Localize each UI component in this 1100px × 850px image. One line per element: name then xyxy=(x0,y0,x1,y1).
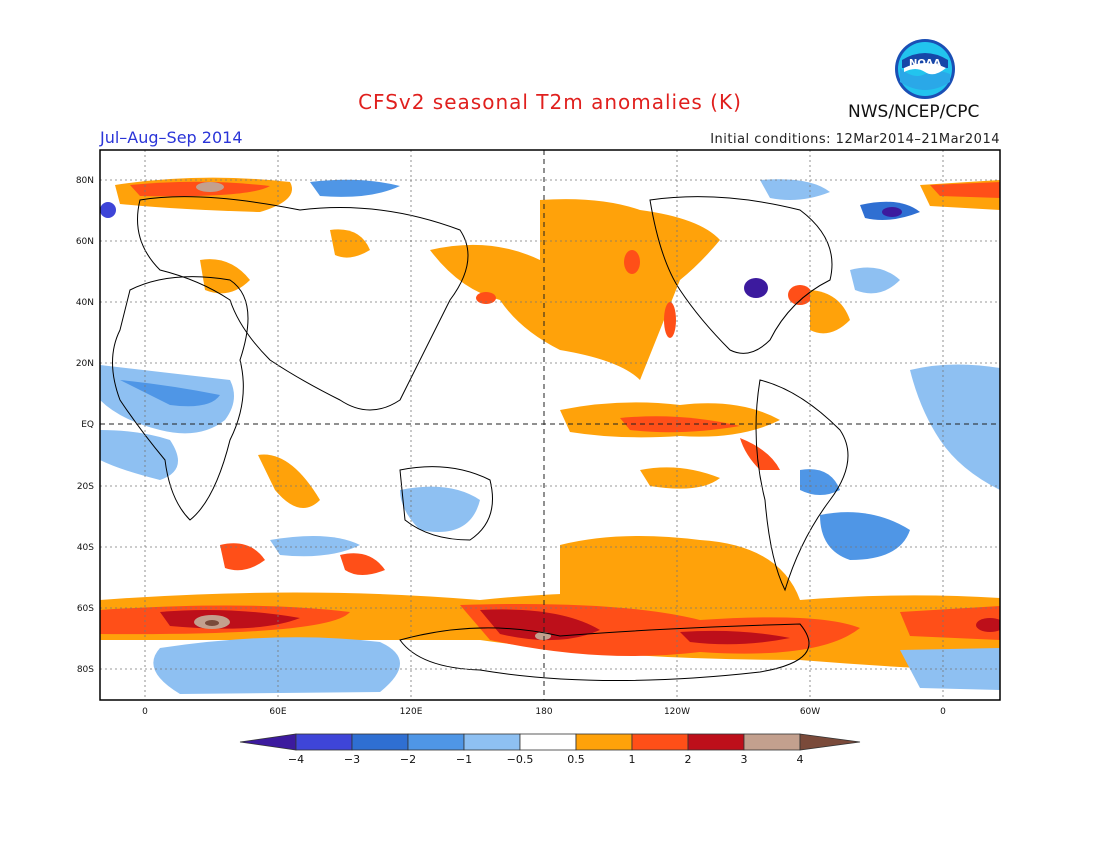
lat-label: 40N xyxy=(76,298,94,308)
gridlines xyxy=(100,150,1000,700)
colorbar-label: 3 xyxy=(741,753,748,766)
colorbar-arrow-high xyxy=(799,733,861,751)
colorbar-swatch xyxy=(631,733,689,751)
colorbar-swatch xyxy=(743,733,801,751)
noaa-logo-icon: NOAA xyxy=(895,39,955,99)
coastlines xyxy=(112,196,849,682)
colorbar-swatch xyxy=(575,733,633,751)
colorbar-label: 0.5 xyxy=(567,753,585,766)
colorbar: −4 −3 −2 −1 −0.5 0.5 1 2 3 4 xyxy=(239,733,861,766)
colorbar-label: 1 xyxy=(629,753,636,766)
lat-label: 60S xyxy=(77,604,94,614)
equator-dateline xyxy=(100,150,1000,700)
longitude-labels: 0 60E 120E 180 120W 60W 0 xyxy=(142,707,946,717)
lat-label: 20S xyxy=(77,482,94,492)
colorbar-label: 2 xyxy=(685,753,692,766)
lon-label: 60E xyxy=(269,707,286,717)
lat-label: 40S xyxy=(77,543,94,553)
latitude-labels: 80N 60N 40N 20N EQ 20S 40S 60S 80S xyxy=(76,176,94,675)
lat-label: 80N xyxy=(76,176,94,186)
anomaly-fields xyxy=(100,150,1000,700)
colorbar-swatch xyxy=(407,733,465,751)
colorbar-label: 4 xyxy=(797,753,804,766)
lon-label: 180 xyxy=(535,707,552,717)
map-frame xyxy=(99,149,1001,701)
forecast-period: Jul–Aug–Sep 2014 xyxy=(100,128,243,147)
colorbar-swatch xyxy=(687,733,745,751)
colorbar-label: −2 xyxy=(400,753,416,766)
initial-conditions: Initial conditions: 12Mar2014–21Mar2014 xyxy=(710,132,1000,147)
colorbar-arrow-low xyxy=(239,733,297,751)
lon-label: 120E xyxy=(400,707,423,717)
colorbar-label: −4 xyxy=(288,753,304,766)
colorbar-label: −0.5 xyxy=(507,753,534,766)
lon-label: 0 xyxy=(142,707,148,717)
lat-label: 20N xyxy=(76,359,94,369)
colorbar-swatch xyxy=(463,733,521,751)
logo-text: NOAA xyxy=(909,58,941,69)
lat-label: EQ xyxy=(81,420,94,430)
lon-label: 120W xyxy=(664,707,690,717)
lon-label: 0 xyxy=(940,707,946,717)
lon-label: 60W xyxy=(800,707,820,717)
lat-label: 80S xyxy=(77,665,94,675)
colorbar-label: −3 xyxy=(344,753,360,766)
agency-label: NWS/NCEP/CPC xyxy=(848,102,980,122)
colorbar-label: −1 xyxy=(456,753,472,766)
colorbar-swatch xyxy=(519,733,577,751)
colorbar-swatch xyxy=(351,733,409,751)
map-title: CFSv2 seasonal T2m anomalies (K) xyxy=(358,90,742,114)
colorbar-swatch xyxy=(295,733,353,751)
lat-label: 60N xyxy=(76,237,94,247)
